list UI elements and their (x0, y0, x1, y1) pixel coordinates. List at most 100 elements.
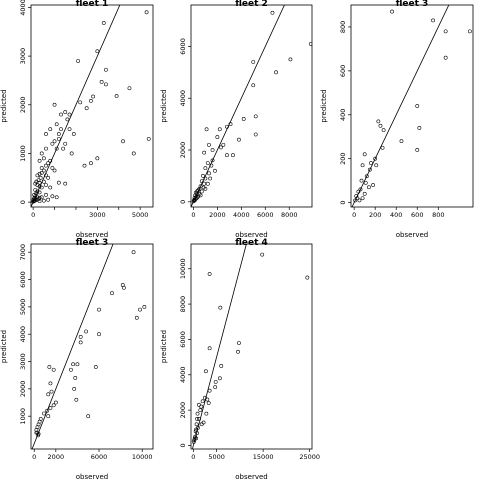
panel-3: fleet 3 0 200 400 600 800 0 200 400 600 800 observe… (320, 0, 474, 239)
data-point (236, 349, 240, 354)
data-point (65, 117, 70, 122)
data-point (61, 146, 66, 151)
data-point (67, 127, 72, 132)
data-point (206, 401, 211, 405)
data-point (32, 199, 37, 203)
data-point (49, 389, 54, 394)
data-point (251, 60, 256, 64)
x-axis-label: observed (76, 473, 108, 480)
data-point (41, 168, 46, 173)
data-point (199, 179, 204, 184)
data-point (84, 329, 88, 334)
data-point (368, 167, 372, 172)
data-point (359, 178, 364, 183)
data-point (51, 367, 56, 372)
data-point (41, 156, 46, 161)
data-point (104, 82, 108, 87)
data-point (35, 173, 40, 178)
y-tick-label: 7000 (19, 244, 27, 261)
data-point (205, 397, 210, 402)
data-point (431, 18, 435, 23)
data-point (131, 250, 136, 255)
x-tick-label: 200 (369, 211, 381, 219)
data-point (194, 427, 199, 432)
x-tick-label: 6000 (257, 211, 274, 219)
y-tick-label: 1000 (19, 408, 27, 425)
data-point (121, 139, 125, 144)
data-point (201, 420, 206, 425)
data-point (199, 422, 204, 427)
y-tick-label: 2000 (19, 97, 27, 114)
data-point (46, 197, 51, 202)
data-point (200, 399, 205, 404)
data-point (76, 59, 80, 63)
data-point (213, 385, 218, 390)
data-point (37, 199, 42, 204)
data-point (217, 127, 222, 132)
data-point (42, 411, 46, 416)
plot-area (191, 5, 312, 207)
data-point (84, 106, 89, 111)
plot-frame (190, 4, 313, 208)
x-tick-label: 15000 (253, 453, 274, 461)
data-point (260, 252, 265, 257)
data-point (362, 152, 367, 157)
data-point (82, 163, 87, 168)
data-point (50, 141, 55, 146)
data-point (210, 148, 215, 152)
x-tick-label: 2000 (209, 211, 226, 219)
data-point (208, 176, 213, 181)
data-point (138, 307, 142, 312)
y-axis-label: predicted (160, 89, 168, 122)
data-point (354, 194, 359, 198)
y-tick-label: 800 (339, 21, 347, 33)
data-point (357, 198, 362, 203)
data-point (50, 194, 55, 199)
data-point (215, 135, 220, 139)
data-point (114, 94, 119, 98)
data-point (191, 440, 196, 444)
data-point (366, 185, 371, 190)
data-point (97, 332, 101, 337)
data-point (56, 180, 61, 185)
plot-frame (350, 4, 474, 208)
y-tick-label: 4000 (179, 367, 187, 384)
data-point (93, 365, 98, 369)
data-point (376, 119, 381, 124)
y-axis-label: predicted (0, 89, 8, 122)
x-tick-label: 3000 (89, 211, 106, 219)
y-tick-label: 600 (339, 65, 347, 77)
data-point (38, 175, 43, 180)
data-point (207, 346, 212, 351)
data-point (46, 414, 51, 419)
data-point (210, 158, 215, 163)
data-point (204, 411, 209, 416)
data-point (146, 136, 151, 141)
x-tick-label: 0 (352, 211, 356, 219)
x-axis-label: observed (235, 473, 267, 480)
data-point (228, 122, 233, 127)
data-point (74, 397, 79, 402)
data-point (78, 100, 83, 105)
data-point (52, 102, 57, 107)
data-point (191, 199, 196, 204)
data-point (56, 132, 61, 136)
x-tick-label: 0 (191, 453, 195, 461)
data-point (95, 49, 100, 54)
y-tick-label: 2000 (19, 381, 27, 398)
data-point (48, 381, 53, 386)
x-tick-label: 0 (31, 211, 35, 219)
data-point (99, 80, 104, 84)
reference-line (351, 5, 450, 207)
data-point (288, 57, 293, 62)
data-point (374, 163, 379, 168)
data-point (195, 417, 199, 421)
data-point (207, 388, 212, 393)
data-point (205, 161, 210, 165)
data-point (53, 400, 58, 405)
x-tick-label: 10000 (132, 453, 153, 461)
y-tick-label: 6000 (179, 38, 187, 55)
data-point (37, 180, 42, 185)
y-tick-label: 4000 (19, 326, 27, 343)
data-point (39, 151, 44, 156)
